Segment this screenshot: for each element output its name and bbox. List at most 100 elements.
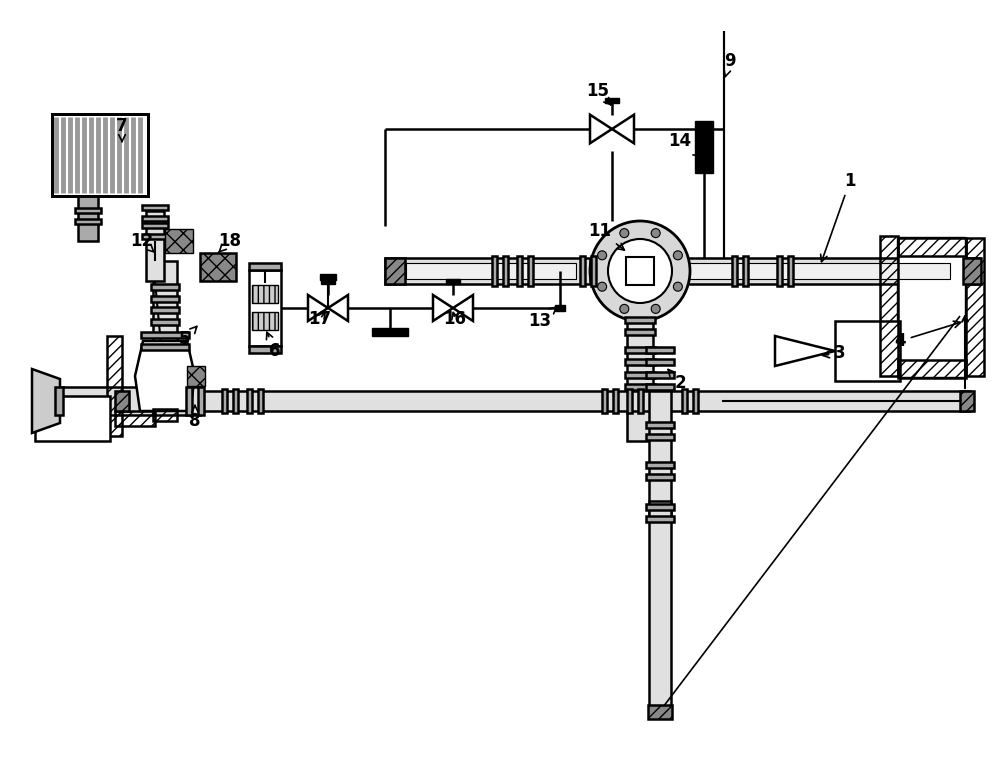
Circle shape [608, 239, 672, 303]
Circle shape [651, 229, 660, 237]
Text: 8: 8 [189, 406, 201, 430]
Bar [78, 196, 98, 241]
Bar [777, 256, 782, 286]
Bar [646, 462, 674, 468]
Bar [649, 501, 671, 711]
Bar [503, 256, 508, 286]
Bar [528, 256, 533, 286]
Bar [646, 504, 674, 510]
Bar [625, 347, 655, 353]
Bar [788, 256, 793, 286]
Bar [142, 223, 168, 228]
Polygon shape [775, 336, 835, 366]
Bar [640, 258, 658, 284]
Bar [252, 285, 278, 303]
Polygon shape [612, 115, 634, 143]
Bar [648, 705, 672, 719]
Bar [115, 411, 155, 426]
Polygon shape [135, 341, 195, 411]
Text: 16: 16 [444, 310, 466, 328]
Bar [580, 256, 585, 286]
Bar [627, 321, 653, 441]
Bar [142, 205, 168, 210]
Bar [198, 387, 204, 415]
Bar [638, 389, 643, 413]
Bar [115, 391, 129, 411]
Bar [646, 474, 674, 480]
Bar [247, 389, 252, 413]
Bar [115, 391, 970, 411]
Bar [682, 389, 687, 413]
Bar [835, 321, 900, 381]
Bar [153, 261, 177, 341]
Bar [649, 391, 671, 521]
Text: 14: 14 [668, 132, 700, 157]
Bar [406, 263, 576, 279]
Text: 18: 18 [218, 232, 242, 253]
Circle shape [673, 282, 682, 291]
Bar [385, 258, 405, 284]
Bar [258, 389, 263, 413]
Bar [200, 253, 236, 281]
Bar [963, 258, 981, 284]
Bar [646, 422, 674, 428]
Bar [55, 387, 63, 415]
Text: 9: 9 [724, 52, 736, 76]
Bar [372, 328, 408, 336]
Text: 12: 12 [130, 232, 155, 253]
Bar [141, 332, 189, 338]
Text: 2: 2 [668, 369, 686, 392]
Bar [385, 258, 590, 284]
Bar [555, 305, 565, 311]
Bar [60, 387, 200, 415]
Bar [321, 279, 335, 284]
Circle shape [620, 305, 629, 313]
Text: 3: 3 [823, 344, 846, 362]
Bar [142, 216, 168, 221]
Bar [960, 391, 974, 411]
Bar [107, 336, 122, 436]
Bar [151, 319, 179, 325]
Bar [966, 238, 984, 376]
Bar [75, 219, 101, 224]
Bar [625, 372, 655, 378]
Text: 17: 17 [308, 310, 332, 328]
Bar [320, 274, 336, 280]
Bar [693, 389, 698, 413]
Bar [625, 329, 655, 335]
Bar [626, 257, 654, 285]
Circle shape [590, 221, 690, 321]
Bar [517, 256, 522, 286]
Circle shape [673, 251, 682, 260]
Polygon shape [590, 115, 612, 143]
Bar [605, 98, 619, 103]
Polygon shape [433, 295, 453, 321]
Circle shape [651, 305, 660, 313]
Bar [898, 360, 966, 378]
Bar [249, 263, 281, 270]
Bar [627, 389, 632, 413]
Bar [252, 312, 278, 330]
Bar [249, 270, 281, 346]
Text: 15: 15 [586, 82, 611, 105]
Bar [646, 372, 674, 378]
Bar [625, 384, 655, 390]
Text: 1: 1 [821, 172, 856, 261]
Bar [898, 238, 966, 256]
Polygon shape [328, 295, 348, 321]
Bar [897, 237, 965, 377]
Bar [233, 389, 238, 413]
Bar [625, 359, 655, 365]
Bar [646, 384, 674, 390]
Bar [646, 359, 674, 365]
Circle shape [598, 282, 607, 291]
Bar [151, 307, 179, 313]
Bar [446, 279, 460, 284]
Bar [660, 263, 950, 279]
Bar [695, 121, 713, 173]
Text: 6: 6 [266, 332, 281, 360]
Circle shape [598, 251, 607, 260]
Bar [151, 296, 179, 302]
Bar [35, 396, 110, 441]
Bar [153, 409, 177, 421]
